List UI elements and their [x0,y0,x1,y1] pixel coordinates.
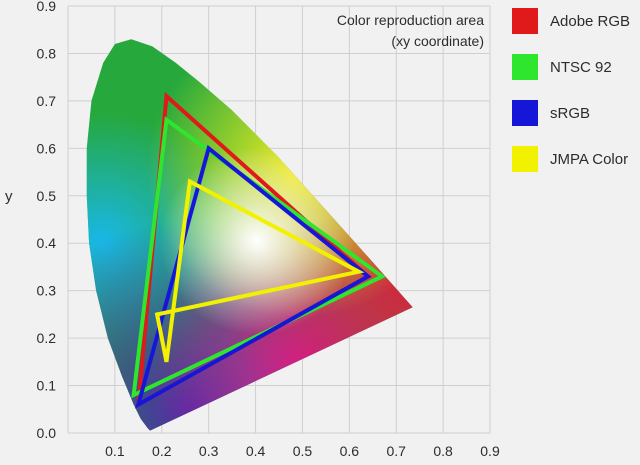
legend-label: Adobe RGB [550,13,630,30]
y-axis-label: y [5,188,13,205]
y-tick-label: 0.6 [37,140,57,156]
annotation-line: (xy coordinate) [391,33,484,49]
annotation-line: Color reproduction area [337,12,484,28]
series-srgb [135,144,372,409]
legend-swatch [512,100,538,126]
x-tick-label: 0.7 [386,443,406,459]
y-tick-label: 0.0 [37,425,57,441]
legend-swatch [512,54,538,80]
x-tick-label: 0.3 [199,443,219,459]
x-tick-label: 0.4 [246,443,266,459]
x-tick-label: 0.2 [152,443,172,459]
legend-swatch [512,8,538,34]
x-tick-label: 0.9 [480,443,500,459]
gamut-triangles [131,92,387,409]
x-tick-label: 0.5 [293,443,313,459]
spectral-locus-gamut [86,39,413,431]
x-tick-label: 0.6 [340,443,360,459]
legend-label: NTSC 92 [550,59,612,76]
y-tick-label: 0.4 [37,235,57,251]
legend-label: sRGB [550,105,590,122]
y-tick-label: 0.5 [37,188,57,204]
y-tick-label: 0.9 [37,0,57,14]
y-tick-label: 0.2 [37,330,57,346]
y-tick-label: 0.3 [37,283,57,299]
annotation: Color reproduction area (xy coordinate) [337,12,484,49]
x-tick-label: 0.1 [105,443,125,459]
series-jmpa-color [154,178,365,363]
x-tick-label: 0.8 [433,443,453,459]
gamut-tint [86,39,413,431]
legend-label: JMPA Color [550,151,628,168]
y-tick-label: 0.1 [37,378,57,394]
legend: Adobe RGB NTSC 92 sRGB JMPA Color [512,8,630,172]
axes: 0.0 0.1 0.2 0.3 0.4 0.5 0.6 0.7 0.8 0.9 0.1 0.2 0.3 0… [5,0,500,459]
y-tick-label: 0.7 [37,93,57,109]
legend-swatch [512,146,538,172]
y-tick-label: 0.8 [37,45,57,61]
